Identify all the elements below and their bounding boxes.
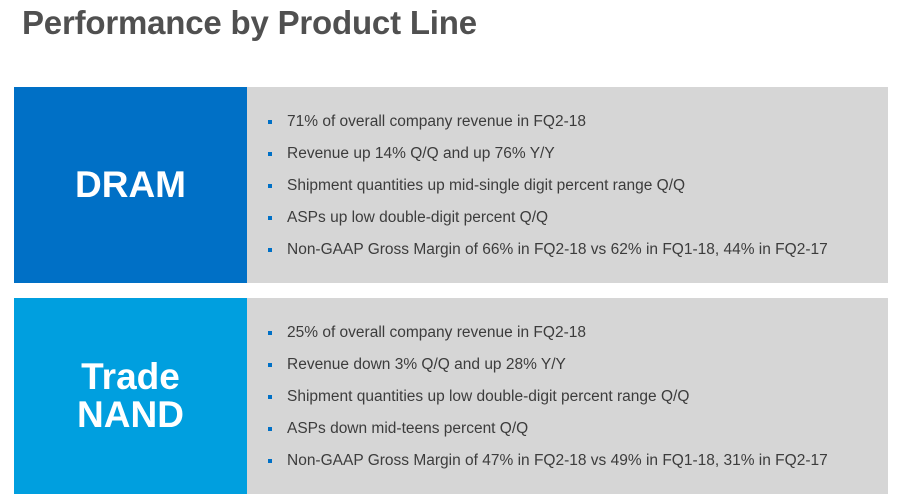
bullet-square-icon bbox=[268, 363, 272, 367]
trade-nand-label-line1: Trade bbox=[81, 356, 180, 397]
bullet-text: 25% of overall company revenue in FQ2-18 bbox=[287, 324, 586, 341]
page-title: Performance by Product Line bbox=[22, 4, 477, 41]
list-item: 71% of overall company revenue in FQ2-18 bbox=[265, 111, 888, 143]
bullet-square-icon bbox=[268, 120, 272, 124]
bullet-text: ASPs up low double-digit percent Q/Q bbox=[287, 209, 549, 226]
bullet-text: Non-GAAP Gross Margin of 47% in FQ2-18 v… bbox=[287, 452, 828, 469]
dram-label: DRAM bbox=[75, 164, 186, 205]
bullet-text: 71% of overall company revenue in FQ2-18 bbox=[287, 113, 586, 130]
trade-nand-bullet-list: 25% of overall company revenue in FQ2-18… bbox=[265, 322, 888, 482]
list-item: ASPs down mid-teens percent Q/Q bbox=[265, 418, 888, 450]
list-item: Non-GAAP Gross Margin of 66% in FQ2-18 v… bbox=[265, 239, 888, 271]
list-item: ASPs up low double-digit percent Q/Q bbox=[265, 207, 888, 239]
dram-section: DRAM 71% of overall company revenue in F… bbox=[14, 87, 888, 283]
bullet-square-icon bbox=[268, 459, 272, 463]
bullet-square-icon bbox=[268, 216, 272, 220]
bullet-text: Shipment quantities up mid-single digit … bbox=[287, 177, 686, 194]
bullet-text: ASPs down mid-teens percent Q/Q bbox=[287, 420, 529, 437]
trade-nand-bullets-panel: 25% of overall company revenue in FQ2-18… bbox=[247, 298, 888, 494]
bullet-square-icon bbox=[268, 331, 272, 335]
trade-nand-label-box: Trade NAND bbox=[14, 298, 247, 494]
trade-nand-section: Trade NAND 25% of overall company revenu… bbox=[14, 298, 888, 494]
list-item: Revenue up 14% Q/Q and up 76% Y/Y bbox=[265, 143, 888, 175]
list-item: Shipment quantities up low double-digit … bbox=[265, 386, 888, 418]
list-item: Revenue down 3% Q/Q and up 28% Y/Y bbox=[265, 354, 888, 386]
bullet-square-icon bbox=[268, 395, 272, 399]
bullet-square-icon bbox=[268, 248, 272, 252]
bullet-text: Revenue down 3% Q/Q and up 28% Y/Y bbox=[287, 356, 566, 373]
bullet-text: Non-GAAP Gross Margin of 66% in FQ2-18 v… bbox=[287, 241, 828, 258]
bullet-square-icon bbox=[268, 427, 272, 431]
bullet-text: Revenue up 14% Q/Q and up 76% Y/Y bbox=[287, 145, 555, 162]
bullet-text: Shipment quantities up low double-digit … bbox=[287, 388, 690, 405]
list-item: 25% of overall company revenue in FQ2-18 bbox=[265, 322, 888, 354]
dram-bullet-list: 71% of overall company revenue in FQ2-18… bbox=[265, 111, 888, 271]
trade-nand-label-line2: NAND bbox=[77, 394, 184, 435]
list-item: Non-GAAP Gross Margin of 47% in FQ2-18 v… bbox=[265, 450, 888, 482]
dram-bullets-panel: 71% of overall company revenue in FQ2-18… bbox=[247, 87, 888, 283]
list-item: Shipment quantities up mid-single digit … bbox=[265, 175, 888, 207]
bullet-square-icon bbox=[268, 152, 272, 156]
bullet-square-icon bbox=[268, 184, 272, 188]
dram-label-box: DRAM bbox=[14, 87, 247, 283]
